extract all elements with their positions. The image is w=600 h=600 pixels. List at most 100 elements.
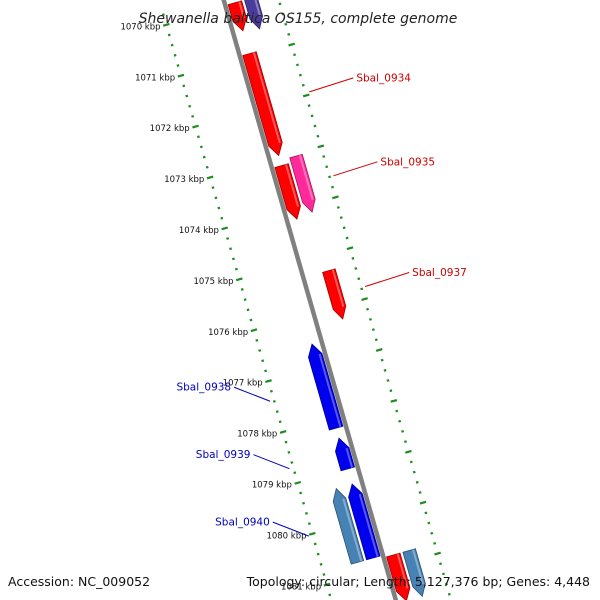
- ruler-dot: [307, 104, 311, 108]
- ruler-dot: [313, 542, 317, 546]
- ruler-dot: [371, 328, 375, 331]
- ruler-dot: [302, 501, 305, 505]
- ruler-dot: [427, 521, 431, 525]
- gene-arrow[interactable]: [274, 163, 301, 220]
- ruler-dot: [395, 409, 399, 413]
- ruler-dot: [243, 298, 247, 302]
- ruler-dot: [293, 53, 296, 57]
- ruler-dot: [380, 358, 384, 362]
- ruler-dot: [322, 573, 326, 576]
- gene-arrow[interactable]: [386, 552, 411, 600]
- ruler-dot: [246, 308, 250, 312]
- gene-arrow-sbal_0937[interactable]: [322, 268, 347, 320]
- gene-arrow-highlight: [238, 1, 246, 19]
- gene-arrow[interactable]: [348, 483, 381, 561]
- ruler-dot: [298, 73, 302, 77]
- ruler-dot: [313, 124, 317, 128]
- gene-arrow-highlight: [358, 493, 379, 557]
- ruler-major-tick: [419, 500, 427, 505]
- gene-labels: Sbal_0934 Sbal_0935 Sbal_0937 Sbal_0938 Sbal…: [176, 72, 467, 537]
- ruler-dot: [217, 206, 221, 210]
- ruler-dot: [275, 410, 279, 413]
- accession-text: Accession: NC_009052: [8, 574, 150, 589]
- ruler-dot: [418, 491, 422, 494]
- ruler-dot: [202, 155, 206, 159]
- ruler-major-tick: [302, 93, 310, 98]
- ruler-dot: [182, 84, 186, 88]
- ruler-major-tick: [206, 175, 214, 180]
- ruler-major-tick: [390, 398, 398, 403]
- kbp-tick-label: 1072 kbp: [150, 124, 190, 134]
- ruler-dot: [383, 368, 387, 372]
- ruler-dot: [366, 307, 369, 311]
- gene-arrow[interactable]: [402, 548, 426, 598]
- ruler-major-tick: [323, 582, 331, 587]
- gene-arrow-sbal_0938[interactable]: [308, 343, 344, 431]
- ruler-dot: [325, 165, 329, 169]
- gene-label-sbal_0937[interactable]: Sbal_0937: [412, 267, 467, 279]
- ruler-dot: [269, 389, 273, 393]
- ruler-major-tick: [332, 195, 339, 200]
- ruler-dot: [205, 165, 209, 169]
- ruler-dot: [199, 145, 203, 149]
- gene-arrow-highlight: [345, 447, 354, 468]
- ruler-dot: [374, 338, 378, 342]
- gene-arrow-highlight: [254, 0, 262, 17]
- gene-arrow-highlight: [412, 549, 424, 585]
- ruler-dot: [249, 318, 253, 322]
- gene-leader-line: [233, 386, 271, 402]
- ruler-dot: [310, 114, 314, 118]
- ruler-dot: [424, 511, 428, 515]
- gene-label-sbal_0934[interactable]: Sbal_0934: [356, 72, 411, 84]
- kbp-tick-label: 1073 kbp: [164, 175, 204, 185]
- ruler-dot: [351, 256, 355, 260]
- ruler-dot: [287, 450, 291, 454]
- gene-arrow[interactable]: [244, 0, 263, 30]
- ruler-dot: [264, 369, 268, 373]
- ruler-major-tick: [405, 449, 412, 454]
- genome-backbone: [221, 0, 399, 600]
- ruler-dot: [301, 83, 305, 87]
- kbp-tick-label: 1081 kbp: [281, 582, 321, 592]
- ruler-dot: [331, 185, 334, 189]
- ruler-dot: [354, 267, 358, 270]
- ruler-dot: [441, 572, 445, 576]
- gene-label-sbal_0939[interactable]: Sbal_0939: [196, 449, 251, 461]
- gene-label-sbal_0935[interactable]: Sbal_0935: [380, 156, 435, 168]
- ruler-dot: [415, 480, 419, 484]
- ruler-dot: [211, 186, 215, 190]
- ruler-dot: [261, 359, 265, 363]
- ruler-dot: [307, 522, 311, 525]
- ruler-dot: [339, 216, 343, 220]
- ruler-dot: [281, 12, 285, 16]
- gene-arrow[interactable]: [227, 0, 247, 32]
- ruler-major-tick: [375, 348, 383, 352]
- ruler-major-tick: [250, 328, 258, 333]
- ruler-dot: [357, 277, 361, 281]
- gene-arrow-highlight: [298, 154, 314, 201]
- outer-ruler-dots: [278, 2, 451, 596]
- ruler-dot: [240, 288, 244, 291]
- ruler-dot: [305, 512, 308, 515]
- gene-label-sbal_0940[interactable]: Sbal_0940: [215, 517, 270, 529]
- gene-leader-line: [365, 272, 410, 288]
- gene-arrow-sbal_0935[interactable]: [289, 153, 316, 213]
- ruler-dot: [255, 338, 259, 342]
- ruler-dot: [360, 287, 364, 291]
- ruler-dot: [290, 461, 294, 464]
- ruler-major-tick: [279, 430, 287, 434]
- gene-arrow-sbal_0934[interactable]: [242, 51, 283, 157]
- gene-arrow-highlight: [284, 164, 300, 207]
- gene-label-sbal_0938[interactable]: Sbal_0938: [176, 382, 231, 394]
- inner-ruler-dots: [161, 13, 332, 597]
- gene-arrow-sbal_0940[interactable]: [332, 487, 365, 565]
- ruler-dot: [430, 531, 434, 535]
- ruler-dot: [444, 582, 448, 586]
- ruler-dot: [345, 236, 349, 240]
- ruler-dot: [342, 226, 346, 230]
- ruler-dot: [188, 104, 192, 108]
- ruler-major-tick: [265, 379, 272, 383]
- ruler-dot: [296, 63, 299, 67]
- gene-arrow-sbal_0939[interactable]: [335, 437, 355, 472]
